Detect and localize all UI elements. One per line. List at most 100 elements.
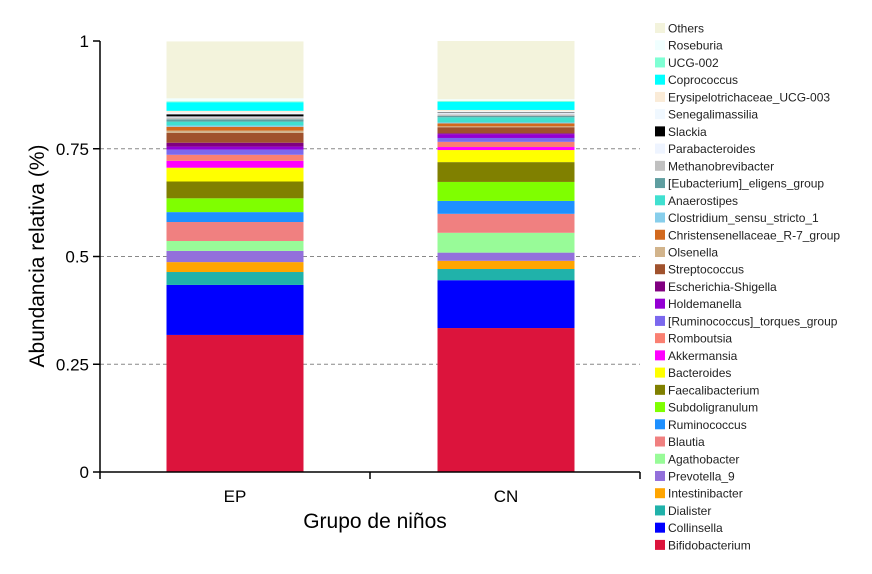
legend-item: Bifidobacterium — [655, 538, 751, 552]
bar-segment-intestinibacter — [437, 260, 575, 269]
bar-segment-streptococcus — [437, 127, 575, 134]
legend-label: Streptococcus — [668, 263, 744, 277]
legend-label: Escherichia-Shigella — [668, 280, 777, 294]
bar-segment-dialister — [437, 268, 575, 281]
legend-label: Anaerostipes — [668, 194, 738, 208]
legend-item: Methanobrevibacter — [655, 159, 774, 173]
legend-swatch — [655, 195, 665, 206]
legend: Others Roseburia UCG-002 Coprococcus Erysipe… — [655, 22, 840, 552]
legend-label: Clostridium_sensu_stricto_1 — [668, 211, 819, 225]
legend-label: Slackia — [668, 125, 707, 139]
bar-segment-others — [437, 41, 575, 100]
legend-item: Prevotella_9 — [655, 469, 735, 483]
bar-segment-methanobrevibacter — [437, 114, 575, 116]
legend-item: Bacteroides — [655, 366, 731, 380]
bar-segment-bifidobacterium — [437, 328, 575, 472]
bar-segment--eubacterium-eligens-group — [166, 119, 304, 122]
legend-swatch — [655, 384, 665, 395]
legend-swatch — [655, 160, 665, 171]
bar-segment-faecalibacterium — [437, 162, 575, 182]
bar-segment-escherichia-shigella — [437, 133, 575, 135]
legend-swatch — [655, 453, 665, 464]
bar-segment-erysipelotrichaceae-ucg-003 — [166, 110, 304, 113]
legend-label: UCG-002 — [668, 56, 719, 70]
legend-swatch — [655, 419, 665, 430]
bar-stack-ep — [166, 41, 304, 472]
legend-label: Roseburia — [668, 39, 723, 53]
legend-swatch — [655, 264, 665, 275]
legend-swatch — [655, 505, 665, 516]
legend-item: UCG-002 — [655, 56, 719, 70]
bar-segment-parabacteroides — [437, 112, 575, 115]
bar-segment-prevotella-9 — [166, 250, 304, 263]
legend-item: Akkermansia — [655, 349, 738, 363]
y-tick-label: 1 — [80, 32, 89, 51]
y-tick-label: 0.5 — [65, 248, 89, 267]
bar-segment-christensenellaceae-r-7-group — [166, 126, 304, 131]
bar-segment-clostridium-sensu-stricto-1 — [166, 125, 304, 127]
bar-segment-coprococcus — [166, 102, 304, 111]
legend-label: Intestinibacter — [668, 487, 743, 501]
y-tick-label: 0.75 — [56, 140, 89, 159]
legend-swatch — [655, 109, 665, 120]
bar-segment-senegalimassilia — [437, 111, 575, 113]
legend-swatch — [655, 91, 665, 102]
bar-segment-clostridium-sensu-stricto-1 — [437, 122, 575, 124]
legend-swatch — [655, 143, 665, 154]
legend-label: Faecalibacterium — [668, 383, 759, 397]
bar-segment-others — [166, 41, 304, 99]
bar-segment-streptococcus — [166, 132, 304, 143]
bar-segment-anaerostipes — [166, 121, 304, 126]
legend-item: Slackia — [655, 125, 707, 139]
bar-segment-slackia — [166, 114, 304, 117]
bar-segment-ruminococcus — [437, 200, 575, 214]
bar-segment-collinsella — [166, 284, 304, 335]
bar-segment-christensenellaceae-r-7-group — [437, 123, 575, 127]
legend-swatch — [655, 367, 665, 378]
legend-item: Ruminococcus — [655, 418, 747, 432]
legend-swatch — [655, 212, 665, 223]
legend-swatch — [655, 178, 665, 189]
legend-item: Clostridium_sensu_stricto_1 — [655, 211, 819, 225]
legend-item: Blautia — [655, 435, 705, 449]
legend-item: Agathobacter — [655, 452, 739, 466]
legend-item: Faecalibacterium — [655, 383, 759, 397]
legend-item: Intestinibacter — [655, 487, 743, 501]
legend-swatch — [655, 315, 665, 326]
legend-item: Dialister — [655, 504, 711, 518]
legend-label: [Ruminococcus]_torques_group — [668, 314, 838, 328]
legend-item: Holdemanella — [655, 297, 742, 311]
bar-segment-olsenella — [437, 126, 575, 128]
legend-item: [Ruminococcus]_torques_group — [655, 314, 838, 328]
legend-swatch — [655, 126, 665, 137]
legend-swatch — [655, 436, 665, 447]
bar-segment-anaerostipes — [437, 117, 575, 123]
legend-label: Romboutsia — [668, 332, 732, 346]
bar-segment-parabacteroides — [166, 116, 304, 118]
legend-item: Erysipelotrichaceae_UCG-003 — [655, 90, 830, 104]
bar-segment-subdoligranulum — [166, 198, 304, 213]
legend-label: Collinsella — [668, 521, 723, 535]
bar-segment-intestinibacter — [166, 262, 304, 273]
x-tick-label: CN — [494, 487, 519, 506]
legend-item: Olsenella — [655, 245, 718, 259]
legend-label: Dialister — [668, 504, 711, 518]
bar-segment-escherichia-shigella — [166, 142, 304, 147]
legend-label: Agathobacter — [668, 452, 739, 466]
legend-swatch — [655, 350, 665, 361]
bar-segment-holdemanella — [166, 146, 304, 150]
legend-swatch — [655, 229, 665, 240]
bar-segment-blautia — [166, 222, 304, 241]
legend-swatch — [655, 402, 665, 413]
legend-item: Coprococcus — [655, 73, 738, 87]
legend-swatch — [655, 23, 665, 33]
legend-label: Bacteroides — [668, 366, 731, 380]
legend-label: Olsenella — [668, 245, 718, 259]
legend-label: Methanobrevibacter — [668, 159, 774, 173]
bar-segment-romboutsia — [437, 141, 575, 148]
bar-segment-slackia — [437, 112, 575, 114]
bar-segment-holdemanella — [437, 134, 575, 138]
bars — [166, 41, 575, 472]
bar-segment-methanobrevibacter — [166, 117, 304, 120]
